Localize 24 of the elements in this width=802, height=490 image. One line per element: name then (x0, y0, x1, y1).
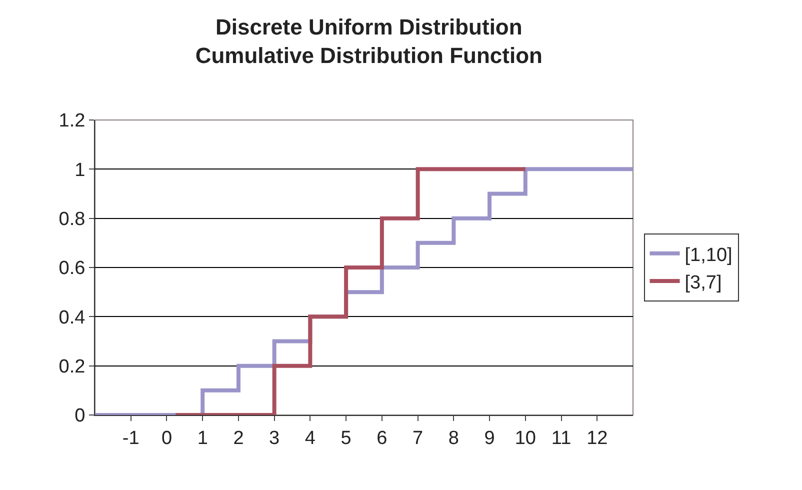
x-tick-label: 3 (269, 428, 280, 449)
x-tick-label: -1 (122, 428, 140, 449)
chart-title: Discrete Uniform Distribution Cumulative Distribution Function (195, 14, 542, 68)
x-tick-label: 6 (376, 428, 388, 449)
legend-label: [3,7] (684, 272, 722, 294)
y-tick-label: 0.8 (58, 208, 86, 230)
y-tick-label: 1 (74, 160, 86, 181)
y-tick-label: 0 (74, 406, 86, 427)
x-tick-label: 8 (448, 428, 459, 449)
x-tick-label: 9 (484, 428, 495, 449)
x-tick-label: 2 (233, 428, 244, 449)
x-tick-label: 12 (586, 428, 608, 449)
y-tick-label: 1.2 (58, 110, 86, 132)
y-tick-label: 0.4 (58, 307, 86, 328)
y-tick-label: 0.2 (58, 356, 86, 378)
y-tick-label: 0.6 (58, 258, 86, 280)
x-tick-label: 7 (412, 428, 424, 449)
x-tick-label: 11 (551, 428, 572, 449)
x-tick-label: 5 (340, 428, 352, 449)
x-tick-label: 1 (197, 428, 208, 449)
x-tick-label: 0 (161, 428, 172, 449)
x-tick-label: 4 (304, 428, 316, 449)
legend-label: [1,10] (684, 244, 732, 266)
x-tick-label: 10 (514, 428, 536, 449)
